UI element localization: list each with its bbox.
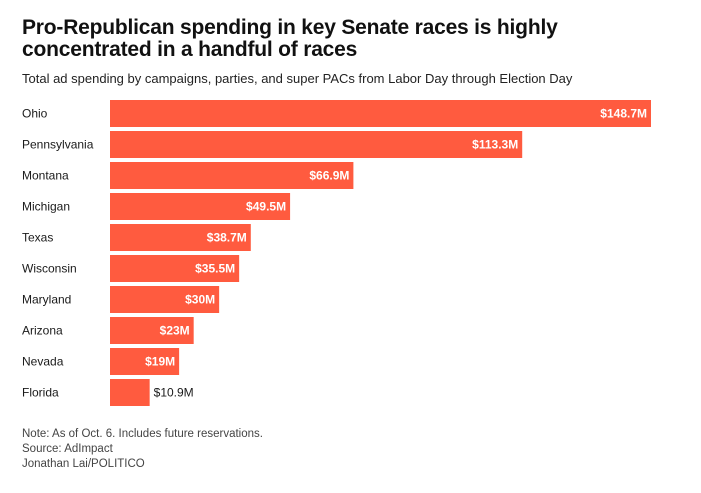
bar-wisconsin (110, 255, 240, 282)
value-label-maryland: $30M (185, 293, 215, 307)
footnote: Note: As of Oct. 6. Includes future rese… (22, 428, 263, 440)
category-label-texas: Texas (22, 231, 53, 245)
bar-florida (110, 379, 150, 406)
category-label-montana: Montana (22, 169, 69, 183)
category-label-nevada: Nevada (22, 355, 64, 369)
value-label-ohio: $148.7M (600, 107, 647, 121)
credit-line: Jonathan Lai/POLITICO (22, 458, 145, 470)
chart-footer: Note: As of Oct. 6. Includes future rese… (22, 427, 263, 472)
value-label-pennsylvania: $113.3M (472, 138, 518, 152)
value-label-michigan: $49.5M (246, 200, 286, 214)
bar-arizona (110, 317, 194, 344)
value-label-montana: $66.9M (309, 169, 349, 183)
chart-subtitle: Total ad spending by campaigns, parties,… (22, 71, 573, 86)
category-label-pennsylvania: Pennsylvania (22, 138, 94, 152)
bar-pennsylvania (110, 131, 523, 158)
value-label-wisconsin: $35.5M (195, 262, 235, 276)
bar-chart: Ohio $148.7M Pennsylvania $113.3M Montana $66… (22, 100, 651, 406)
chart-title: Pro-Republican spending in key Senate ra… (22, 16, 558, 61)
bar-michigan (110, 193, 291, 220)
bar-ohio (110, 100, 651, 127)
category-label-wisconsin: Wisconsin (22, 262, 77, 276)
category-label-maryland: Maryland (22, 293, 71, 307)
bar-maryland (110, 286, 220, 313)
source-note: Source: AdImpact (22, 443, 113, 455)
value-label-texas: $38.7M (207, 231, 247, 245)
category-label-arizona: Arizona (22, 324, 63, 338)
category-label-florida: Florida (22, 386, 59, 400)
value-label-arizona: $23M (160, 324, 190, 338)
category-label-michigan: Michigan (22, 200, 70, 214)
category-label-ohio: Ohio (22, 107, 48, 121)
bar-texas (110, 224, 251, 251)
bar-montana (110, 162, 354, 189)
value-label-florida: $10.9M (154, 386, 194, 400)
bar-nevada (110, 348, 180, 375)
value-label-nevada: $19M (145, 355, 175, 369)
